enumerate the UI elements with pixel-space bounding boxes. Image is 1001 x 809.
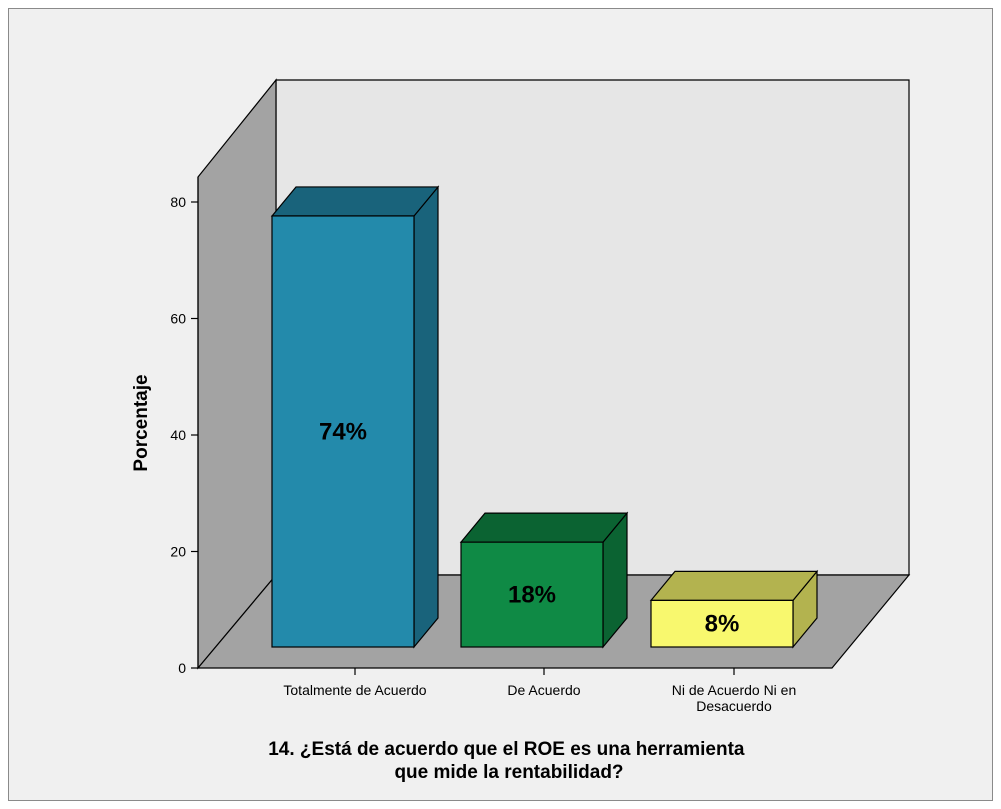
- bar-top: [459, 512, 629, 543]
- x-tick-label-line: Ni de Acuerdo Ni en: [672, 682, 797, 698]
- bar: 74%: [270, 185, 440, 649]
- x-tick-label-line: De Acuerdo: [507, 682, 580, 698]
- y-axis-ticks: 0 20 40 60 80: [170, 194, 198, 676]
- y-tick-label: 40: [170, 427, 186, 443]
- x-tick-label: Totalmente de Acuerdo: [283, 682, 426, 698]
- bar-top: [270, 186, 440, 217]
- bars: 74% 18% 8%: [270, 185, 819, 649]
- y-tick-label: 60: [170, 311, 186, 327]
- x-axis-title-line: 14. ¿Está de acuerdo que el ROE es una h…: [268, 739, 745, 760]
- bar: 8%: [649, 569, 819, 649]
- x-axis-title: 14. ¿Está de acuerdo que el ROE es una h…: [268, 739, 750, 783]
- bar-top: [649, 570, 819, 602]
- x-tick-label: Ni de Acuerdo Ni en Desacuerdo: [672, 682, 797, 714]
- y-tick-label: 0: [178, 660, 186, 676]
- x-tick-label-line: Desacuerdo: [696, 698, 772, 714]
- x-tick-label: De Acuerdo: [507, 682, 580, 698]
- bar-side: [413, 185, 439, 649]
- chart-side-wall: [197, 78, 277, 670]
- bar-front: [650, 599, 794, 648]
- x-axis-title-line: que mide la rentabilidad?: [394, 762, 623, 783]
- category-labels: Totalmente de Acuerdo De Acuerdo Ni de Acu…: [283, 668, 796, 714]
- y-tick-label: 80: [170, 194, 186, 210]
- y-tick-label: 20: [170, 544, 186, 560]
- bar-front: [460, 541, 604, 648]
- bar: 18%: [459, 511, 629, 649]
- data-label: 18%: [508, 582, 556, 609]
- data-label: 74%: [319, 418, 367, 445]
- data-label: 8%: [705, 611, 740, 638]
- y-axis-title: Porcentaje: [131, 374, 152, 471]
- x-tick-label-line: Totalmente de Acuerdo: [283, 682, 426, 698]
- bar-front: [271, 215, 415, 648]
